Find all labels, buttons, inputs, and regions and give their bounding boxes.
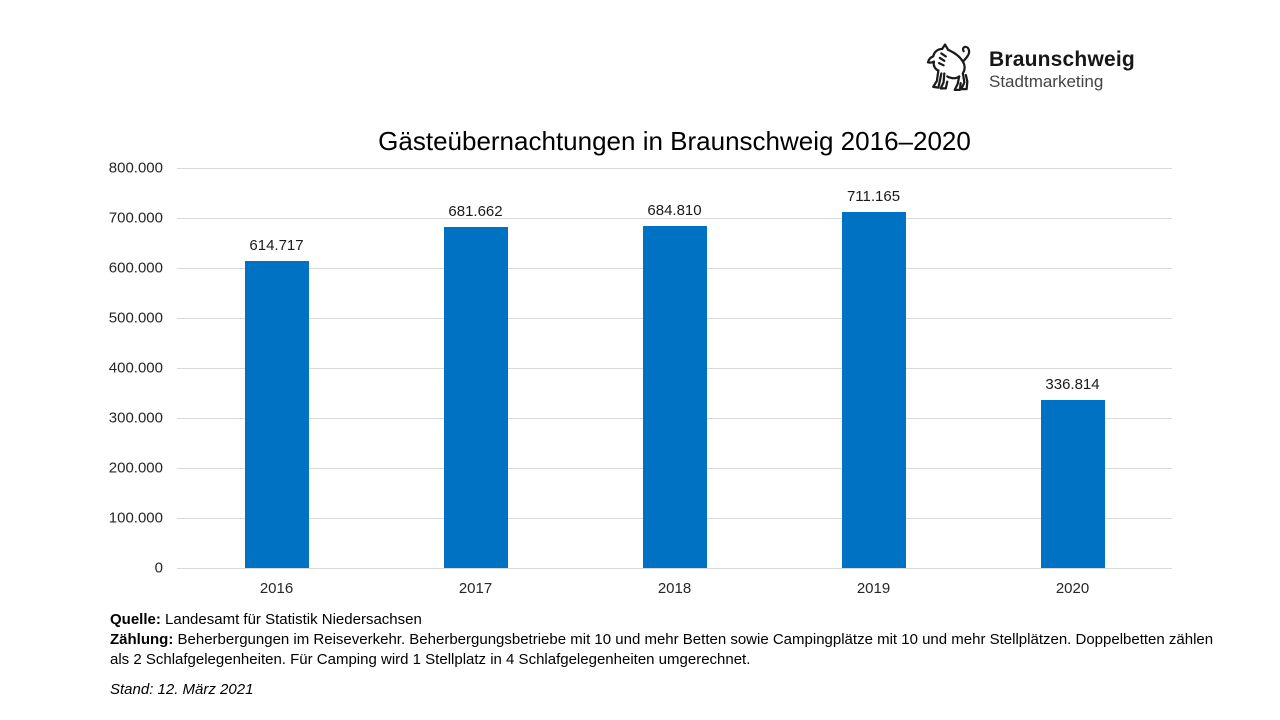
source-note: Quelle: Landesamt für Statistik Niedersa… [110,610,1215,630]
y-axis-tick-label: 200.000 [108,459,163,477]
bar-2016 [244,260,309,568]
braunschweig-stadtmarketing-logo: Braunschweig Stadtmarketing [925,40,1135,104]
counting-label: Zählung: [110,631,174,648]
bar-value-label: 711.165 [846,188,901,206]
bar-2019 [841,212,906,568]
plot-area: 0 100.000 200.000 300.000 400.000 500.000 600.… [109,160,1172,597]
footer-notes: Quelle: Landesamt für Statistik Niedersa… [110,610,1215,670]
bar-slot: 614.717 2016 [177,168,376,597]
bar-slot: 711.165 2019 [774,168,973,597]
bar-slot: 336.814 2020 [973,168,1172,597]
counting-text: Beherbergungen im Reiseverkehr. Beherber… [110,631,1214,668]
y-axis-tick-label: 400.000 [108,359,163,377]
bar-value-label: 336.814 [1045,375,1100,393]
y-axis-tick-label: 300.000 [108,409,163,427]
gridline [177,568,1172,569]
y-axis-tick-label: 500.000 [108,309,163,327]
y-axis-tick-label: 0 [154,559,163,577]
bar-2018 [642,225,707,568]
chart-title: Gästeübernachtungen in Braunschweig 2016… [378,126,971,156]
x-axis-tick-label: 2018 [657,580,692,597]
y-axis-tick-label: 800.000 [108,159,163,177]
bar-value-label: 614.717 [249,236,304,254]
status-date: Stand: 12. März 2021 [110,681,254,698]
x-axis-tick-label: 2016 [259,580,294,597]
y-axis-tick-label: 700.000 [108,209,163,227]
y-axis-tick-label: 100.000 [108,509,163,527]
bar-slot: 684.810 2018 [575,168,774,597]
y-axis-tick-label: 600.000 [108,259,163,277]
source-label: Quelle: [110,611,161,628]
x-axis-tick-label: 2019 [856,580,891,597]
bar-slot: 681.662 2017 [376,168,575,597]
source-text: Landesamt für Statistik Niedersachsen [165,611,422,628]
gridline [177,218,1172,219]
bar-value-label: 684.810 [647,201,702,219]
bar-2020 [1040,399,1105,568]
x-axis-tick-label: 2017 [458,580,493,597]
x-axis-tick-label: 2020 [1055,580,1090,597]
bar-2017 [443,227,508,568]
counting-note: Zählung: Beherbergungen im Reiseverkehr.… [110,630,1215,670]
logo-sub-name: Stadtmarketing [989,72,1104,91]
braunschweig-lion-icon [926,43,971,91]
logo-brand-name: Braunschweig [989,48,1135,71]
gridline [177,168,1172,169]
logo-text: Braunschweig Stadtmarketing [989,40,1135,92]
bar-value-label: 681.662 [448,203,503,221]
